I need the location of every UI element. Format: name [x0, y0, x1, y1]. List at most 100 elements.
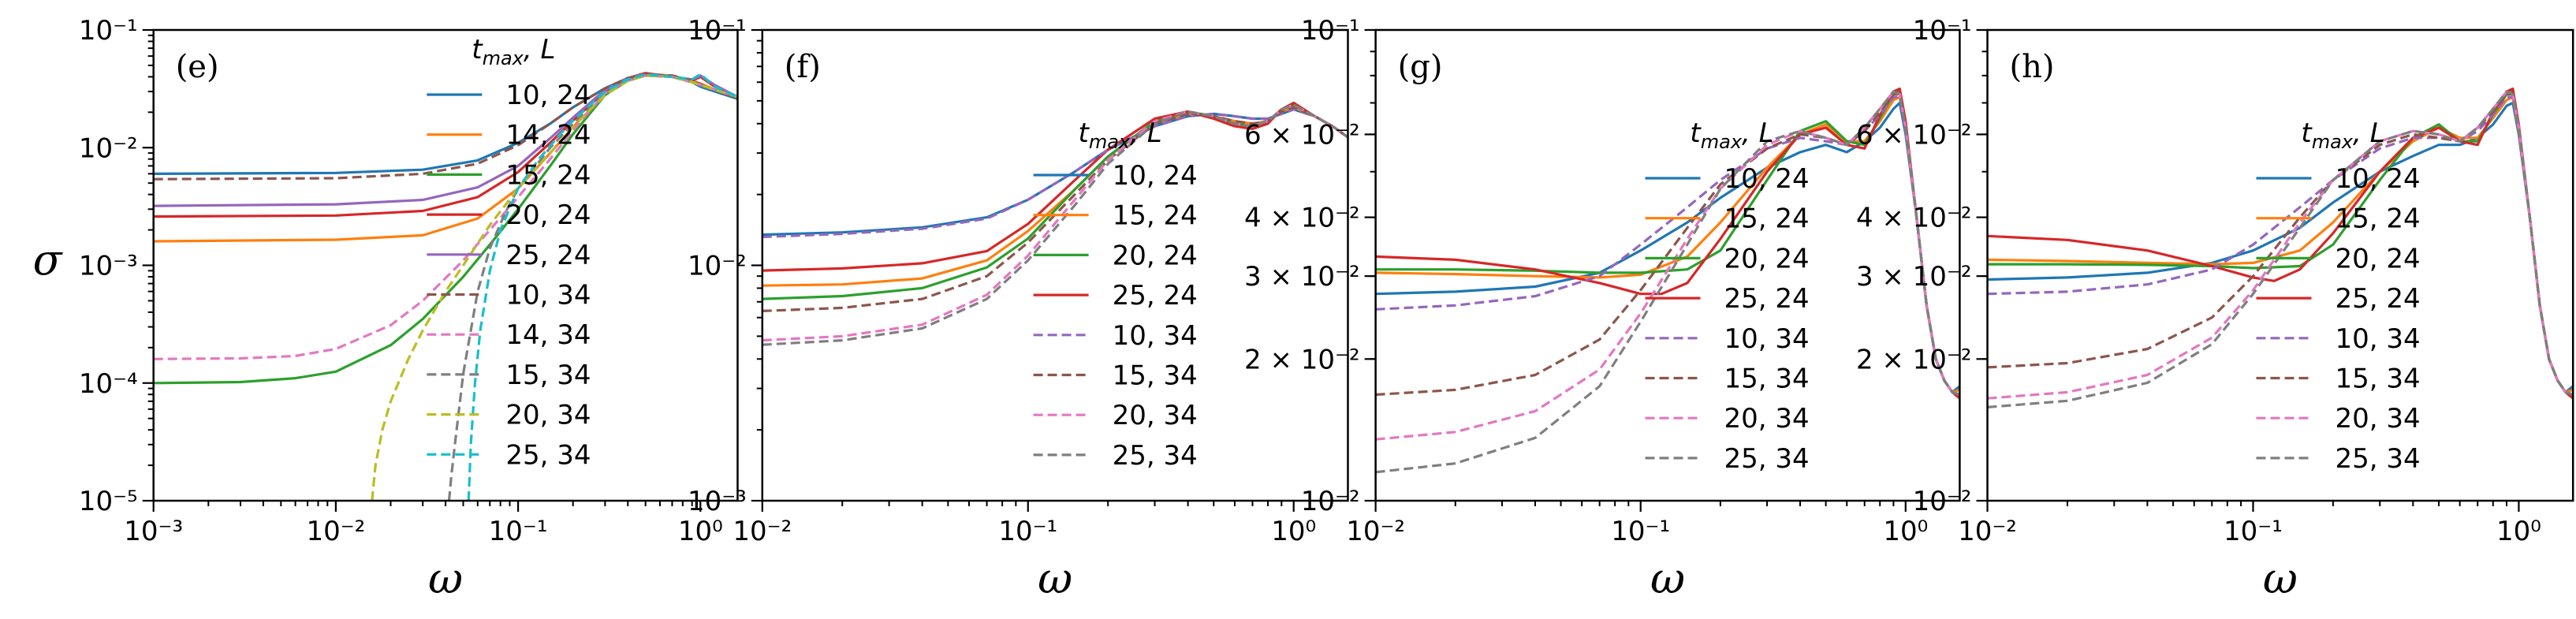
x-tick-label: 10⁻² — [733, 516, 792, 547]
y-tick-label: 2 × 10⁻² — [1856, 344, 1972, 375]
panel-label: (f) — [785, 49, 821, 85]
series-line-25-34 — [467, 73, 738, 501]
curves — [762, 101, 1348, 346]
y-tick-label: 3 × 10⁻² — [1856, 261, 1972, 293]
legend-entry-label: 10, 24 — [505, 80, 591, 111]
x-axis-title: ω — [1650, 554, 1685, 603]
legend-entry-label: 10, 34 — [505, 280, 591, 311]
series-line-10-34 — [762, 108, 1348, 239]
x-tick-label: 10⁰ — [2496, 516, 2541, 547]
legend-title: tmax, L — [1690, 117, 1773, 153]
y-tick-label: 3 × 10⁻² — [1244, 261, 1360, 293]
y-tick-label: 10⁻¹ — [1913, 15, 1972, 47]
x-axis-title: ω — [2263, 554, 2298, 603]
panel-label: (h) — [2010, 49, 2055, 85]
y-tick-label: 10⁻³ — [688, 486, 747, 517]
legend-entry-label: 20, 34 — [2335, 403, 2420, 434]
legend-entry-label: 15, 34 — [1113, 360, 1198, 392]
legend-entry-label: 25, 24 — [1724, 283, 1810, 315]
legend-entry-label: 25, 34 — [2335, 443, 2420, 475]
legend-entry-label: 15, 34 — [505, 360, 591, 391]
series-line-15-34 — [447, 74, 738, 501]
y-tick-label: 10⁻² — [79, 132, 138, 164]
legend-entry-label: 14, 34 — [505, 319, 591, 351]
legend-entry-label: 14, 24 — [505, 120, 591, 151]
y-tick-label: 10⁻² — [1301, 486, 1360, 517]
legend-entry-label: 20, 24 — [1113, 240, 1198, 271]
legend-entry-label: 25, 34 — [1113, 440, 1198, 472]
series-line-10-24 — [1987, 101, 2574, 393]
series-line-10-24 — [153, 73, 738, 175]
panel-label: (g) — [1398, 49, 1443, 85]
legend-entry-label: 25, 34 — [1724, 443, 1810, 475]
y-axis-title: σ — [33, 235, 64, 285]
y-tick-label: 10⁻³ — [79, 251, 138, 282]
x-tick-label: 10⁻² — [306, 516, 365, 547]
legend: tmax, L 10, 24 15, 24 20, 24 25, 24 10, 34 15,… — [2256, 117, 2421, 475]
y-tick-label: 10⁻⁴ — [79, 368, 138, 400]
legend-entry-label: 15, 24 — [505, 159, 591, 191]
curves — [1987, 87, 2574, 408]
legend-entry-label: 20, 34 — [1113, 400, 1198, 431]
series-line-15-34 — [1987, 92, 2574, 397]
series-line-15-24 — [1987, 95, 2574, 393]
legend-title: tmax, L — [2301, 117, 2384, 153]
panel-h: 10⁻² 10⁻¹ 10⁰ 10⁻² 2 × 10⁻² 3 × 10⁻² 4 × 10⁻² 6… — [1856, 15, 2574, 603]
legend-entry-label: 15, 24 — [2335, 203, 2420, 235]
series-line-25-34 — [1375, 90, 1960, 474]
legend-entry-label: 20, 24 — [2335, 243, 2420, 274]
series-line-15-34 — [762, 106, 1348, 312]
legend-entry-label: 10, 24 — [1724, 163, 1810, 195]
panel-label: (e) — [176, 49, 219, 85]
legend-entry-label: 10, 34 — [1724, 323, 1810, 355]
legend-entry-label: 15, 34 — [1724, 364, 1810, 395]
x-tick-label: 10⁰ — [1271, 516, 1316, 547]
x-tick-label: 10⁰ — [678, 516, 723, 547]
y-tick-label: 2 × 10⁻² — [1244, 344, 1360, 375]
legend-entry-label: 20, 34 — [505, 400, 591, 431]
y-tick-label: 6 × 10⁻² — [1244, 119, 1360, 151]
y-tick-label: 10⁻¹ — [688, 15, 747, 47]
y-tick-label: 4 × 10⁻² — [1856, 203, 1972, 234]
y-tick-label: 10⁻¹ — [1301, 15, 1360, 47]
x-tick-label: 10⁻¹ — [2224, 516, 2283, 547]
legend-entry-label: 15, 24 — [1724, 203, 1810, 235]
legend: tmax, L 10, 24 15, 24 20, 24 25, 24 10, 34 15,… — [1645, 117, 1810, 475]
curves — [1375, 87, 1960, 474]
x-tick-label: 10⁻¹ — [489, 516, 548, 547]
legend-entry-label: 10, 34 — [1113, 320, 1198, 352]
legend-entry-label: 25, 34 — [505, 439, 591, 471]
legend-entry-label: 15, 24 — [1113, 200, 1198, 232]
x-tick-label: 10⁻³ — [124, 516, 183, 547]
series-line-25-34 — [762, 103, 1348, 346]
axes-frame — [1374, 28, 1961, 502]
y-tick-label: 10⁻⁵ — [79, 486, 138, 517]
legend-entry-label: 20, 24 — [505, 199, 591, 231]
series-line-20-34 — [371, 74, 738, 501]
y-tick-label: 6 × 10⁻² — [1856, 119, 1972, 151]
y-tick-label: 4 × 10⁻² — [1244, 203, 1360, 234]
axes-frame — [152, 28, 739, 502]
series-line-14-34 — [153, 74, 738, 360]
x-axis-title: ω — [428, 554, 463, 603]
series-line-20-34 — [1987, 90, 2574, 400]
legend-entry-label: 15, 34 — [2335, 364, 2420, 395]
legend-entry-label: 10, 24 — [1113, 160, 1198, 192]
y-tick-label: 10⁻² — [688, 251, 747, 282]
x-tick-label: 10⁻¹ — [998, 516, 1057, 547]
legend-entry-label: 25, 24 — [1113, 280, 1198, 311]
legend: tmax, L 10, 24 14, 24 15, 24 20, 24 25, 24 10,… — [427, 34, 591, 471]
axes-frame — [1986, 28, 2574, 502]
x-axis-title: ω — [1038, 554, 1072, 603]
x-tick-label: 10⁻² — [1958, 516, 2017, 547]
legend-title: tmax, L — [1078, 117, 1161, 153]
series-line-10-34 — [153, 73, 738, 181]
legend-entry-label: 20, 24 — [1724, 243, 1810, 274]
y-tick-label: 10⁻² — [1913, 486, 1972, 517]
series-line-25-34 — [1987, 90, 2574, 408]
curves — [153, 72, 738, 501]
legend-entry-label: 25, 24 — [505, 240, 591, 271]
legend-entry-label: 10, 24 — [2335, 163, 2420, 195]
panel-e: 10⁻³ 10⁻² 10⁻¹ 10⁰ 10⁻⁵ 10⁻⁴ 10⁻³ 10⁻² 10⁻¹ ω σ (e)… — [33, 15, 739, 603]
